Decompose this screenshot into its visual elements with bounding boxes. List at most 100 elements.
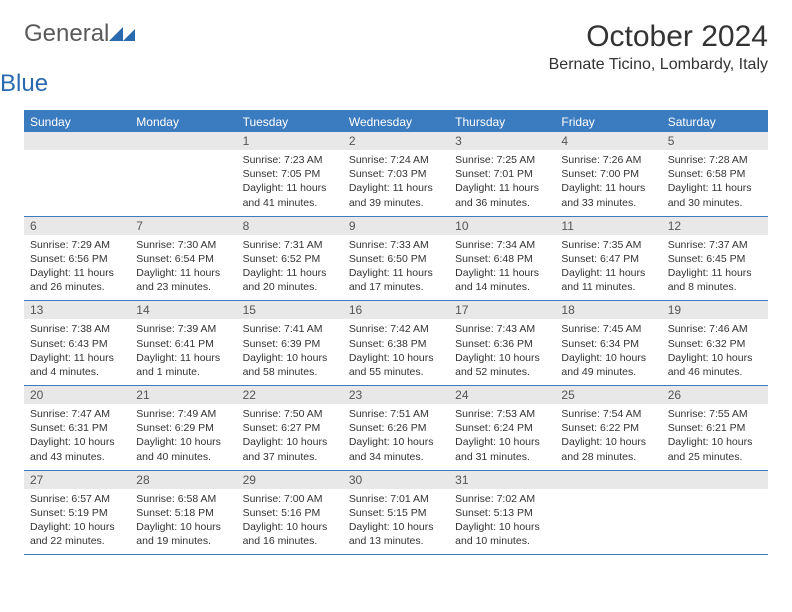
day-content: Sunrise: 7:24 AMSunset: 7:03 PMDaylight:…	[343, 150, 449, 216]
day-content: Sunrise: 7:39 AMSunset: 6:41 PMDaylight:…	[130, 319, 236, 385]
day-number: 29	[237, 471, 343, 489]
daylight-text: Daylight: 11 hours and 33 minutes.	[561, 181, 655, 209]
sunrise-text: Sunrise: 7:26 AM	[561, 153, 655, 167]
calendar-cell: 5Sunrise: 7:28 AMSunset: 6:58 PMDaylight…	[662, 132, 768, 216]
calendar-cell: 19Sunrise: 7:46 AMSunset: 6:32 PMDayligh…	[662, 301, 768, 385]
sunset-text: Sunset: 5:16 PM	[243, 506, 337, 520]
daylight-text: Daylight: 11 hours and 14 minutes.	[455, 266, 549, 294]
day-content: Sunrise: 7:31 AMSunset: 6:52 PMDaylight:…	[237, 235, 343, 301]
daylight-text: Daylight: 10 hours and 43 minutes.	[30, 435, 124, 463]
sunrise-text: Sunrise: 7:38 AM	[30, 322, 124, 336]
sunrise-text: Sunrise: 7:54 AM	[561, 407, 655, 421]
calendar-cell: 4Sunrise: 7:26 AMSunset: 7:00 PMDaylight…	[555, 132, 661, 216]
daylight-text: Daylight: 11 hours and 41 minutes.	[243, 181, 337, 209]
sunrise-text: Sunrise: 7:47 AM	[30, 407, 124, 421]
day-header: Wednesday	[343, 112, 449, 132]
day-content: Sunrise: 7:55 AMSunset: 6:21 PMDaylight:…	[662, 404, 768, 470]
sunset-text: Sunset: 7:05 PM	[243, 167, 337, 181]
sunrise-text: Sunrise: 7:46 AM	[668, 322, 762, 336]
day-content: Sunrise: 7:25 AMSunset: 7:01 PMDaylight:…	[449, 150, 555, 216]
day-number: 25	[555, 386, 661, 404]
calendar-cell: 13Sunrise: 7:38 AMSunset: 6:43 PMDayligh…	[24, 301, 130, 385]
daylight-text: Daylight: 10 hours and 55 minutes.	[349, 351, 443, 379]
day-content: Sunrise: 7:49 AMSunset: 6:29 PMDaylight:…	[130, 404, 236, 470]
day-number: 20	[24, 386, 130, 404]
sunrise-text: Sunrise: 7:55 AM	[668, 407, 762, 421]
sunrise-text: Sunrise: 7:35 AM	[561, 238, 655, 252]
sunrise-text: Sunrise: 6:58 AM	[136, 492, 230, 506]
daylight-text: Daylight: 10 hours and 58 minutes.	[243, 351, 337, 379]
sunset-text: Sunset: 6:34 PM	[561, 337, 655, 351]
sunset-text: Sunset: 5:18 PM	[136, 506, 230, 520]
day-header: Sunday	[24, 112, 130, 132]
day-number: 14	[130, 301, 236, 319]
day-content	[130, 150, 236, 212]
day-content: Sunrise: 7:42 AMSunset: 6:38 PMDaylight:…	[343, 319, 449, 385]
week-row: 1Sunrise: 7:23 AMSunset: 7:05 PMDaylight…	[24, 132, 768, 217]
sunrise-text: Sunrise: 7:37 AM	[668, 238, 762, 252]
calendar-cell: 24Sunrise: 7:53 AMSunset: 6:24 PMDayligh…	[449, 386, 555, 470]
sunset-text: Sunset: 6:56 PM	[30, 252, 124, 266]
sunset-text: Sunset: 6:54 PM	[136, 252, 230, 266]
day-content: Sunrise: 6:58 AMSunset: 5:18 PMDaylight:…	[130, 489, 236, 555]
daylight-text: Daylight: 10 hours and 13 minutes.	[349, 520, 443, 548]
sunrise-text: Sunrise: 7:30 AM	[136, 238, 230, 252]
calendar-cell: 23Sunrise: 7:51 AMSunset: 6:26 PMDayligh…	[343, 386, 449, 470]
sunset-text: Sunset: 5:13 PM	[455, 506, 549, 520]
sunrise-text: Sunrise: 7:53 AM	[455, 407, 549, 421]
day-number: 4	[555, 132, 661, 150]
daylight-text: Daylight: 10 hours and 46 minutes.	[668, 351, 762, 379]
sunrise-text: Sunrise: 7:45 AM	[561, 322, 655, 336]
sunrise-text: Sunrise: 7:51 AM	[349, 407, 443, 421]
sunset-text: Sunset: 6:22 PM	[561, 421, 655, 435]
calendar-cell: 31Sunrise: 7:02 AMSunset: 5:13 PMDayligh…	[449, 471, 555, 555]
logo-text-blue: Blue	[0, 70, 137, 98]
sunrise-text: Sunrise: 7:23 AM	[243, 153, 337, 167]
daylight-text: Daylight: 10 hours and 16 minutes.	[243, 520, 337, 548]
day-number: 22	[237, 386, 343, 404]
day-content: Sunrise: 7:33 AMSunset: 6:50 PMDaylight:…	[343, 235, 449, 301]
weeks-container: 1Sunrise: 7:23 AMSunset: 7:05 PMDaylight…	[24, 132, 768, 555]
sunrise-text: Sunrise: 7:34 AM	[455, 238, 549, 252]
sunset-text: Sunset: 6:36 PM	[455, 337, 549, 351]
day-number	[662, 471, 768, 489]
day-number: 5	[662, 132, 768, 150]
day-content: Sunrise: 7:37 AMSunset: 6:45 PMDaylight:…	[662, 235, 768, 301]
day-number: 23	[343, 386, 449, 404]
sunrise-text: Sunrise: 7:01 AM	[349, 492, 443, 506]
daylight-text: Daylight: 11 hours and 20 minutes.	[243, 266, 337, 294]
logo-text-general: General	[24, 20, 109, 48]
day-content: Sunrise: 7:34 AMSunset: 6:48 PMDaylight:…	[449, 235, 555, 301]
day-header: Friday	[555, 112, 661, 132]
daylight-text: Daylight: 11 hours and 1 minute.	[136, 351, 230, 379]
week-row: 6Sunrise: 7:29 AMSunset: 6:56 PMDaylight…	[24, 217, 768, 302]
day-content: Sunrise: 7:54 AMSunset: 6:22 PMDaylight:…	[555, 404, 661, 470]
day-number: 6	[24, 217, 130, 235]
daylight-text: Daylight: 10 hours and 37 minutes.	[243, 435, 337, 463]
title-block: October 2024 Bernate Ticino, Lombardy, I…	[549, 20, 768, 74]
day-number: 13	[24, 301, 130, 319]
daylight-text: Daylight: 11 hours and 11 minutes.	[561, 266, 655, 294]
day-content: Sunrise: 7:51 AMSunset: 6:26 PMDaylight:…	[343, 404, 449, 470]
day-number: 7	[130, 217, 236, 235]
sunset-text: Sunset: 6:38 PM	[349, 337, 443, 351]
sunset-text: Sunset: 6:21 PM	[668, 421, 762, 435]
day-header: Thursday	[449, 112, 555, 132]
sunrise-text: Sunrise: 7:00 AM	[243, 492, 337, 506]
sunset-text: Sunset: 7:01 PM	[455, 167, 549, 181]
calendar-cell: 28Sunrise: 6:58 AMSunset: 5:18 PMDayligh…	[130, 471, 236, 555]
calendar-cell: 6Sunrise: 7:29 AMSunset: 6:56 PMDaylight…	[24, 217, 130, 301]
day-number: 18	[555, 301, 661, 319]
day-number: 17	[449, 301, 555, 319]
daylight-text: Daylight: 10 hours and 28 minutes.	[561, 435, 655, 463]
day-number: 31	[449, 471, 555, 489]
sunset-text: Sunset: 7:03 PM	[349, 167, 443, 181]
sunset-text: Sunset: 5:19 PM	[30, 506, 124, 520]
calendar-cell: 15Sunrise: 7:41 AMSunset: 6:39 PMDayligh…	[237, 301, 343, 385]
daylight-text: Daylight: 10 hours and 31 minutes.	[455, 435, 549, 463]
logo-shape-icon	[109, 21, 137, 47]
calendar-cell: 30Sunrise: 7:01 AMSunset: 5:15 PMDayligh…	[343, 471, 449, 555]
day-number: 10	[449, 217, 555, 235]
day-content: Sunrise: 7:50 AMSunset: 6:27 PMDaylight:…	[237, 404, 343, 470]
calendar-cell: 18Sunrise: 7:45 AMSunset: 6:34 PMDayligh…	[555, 301, 661, 385]
